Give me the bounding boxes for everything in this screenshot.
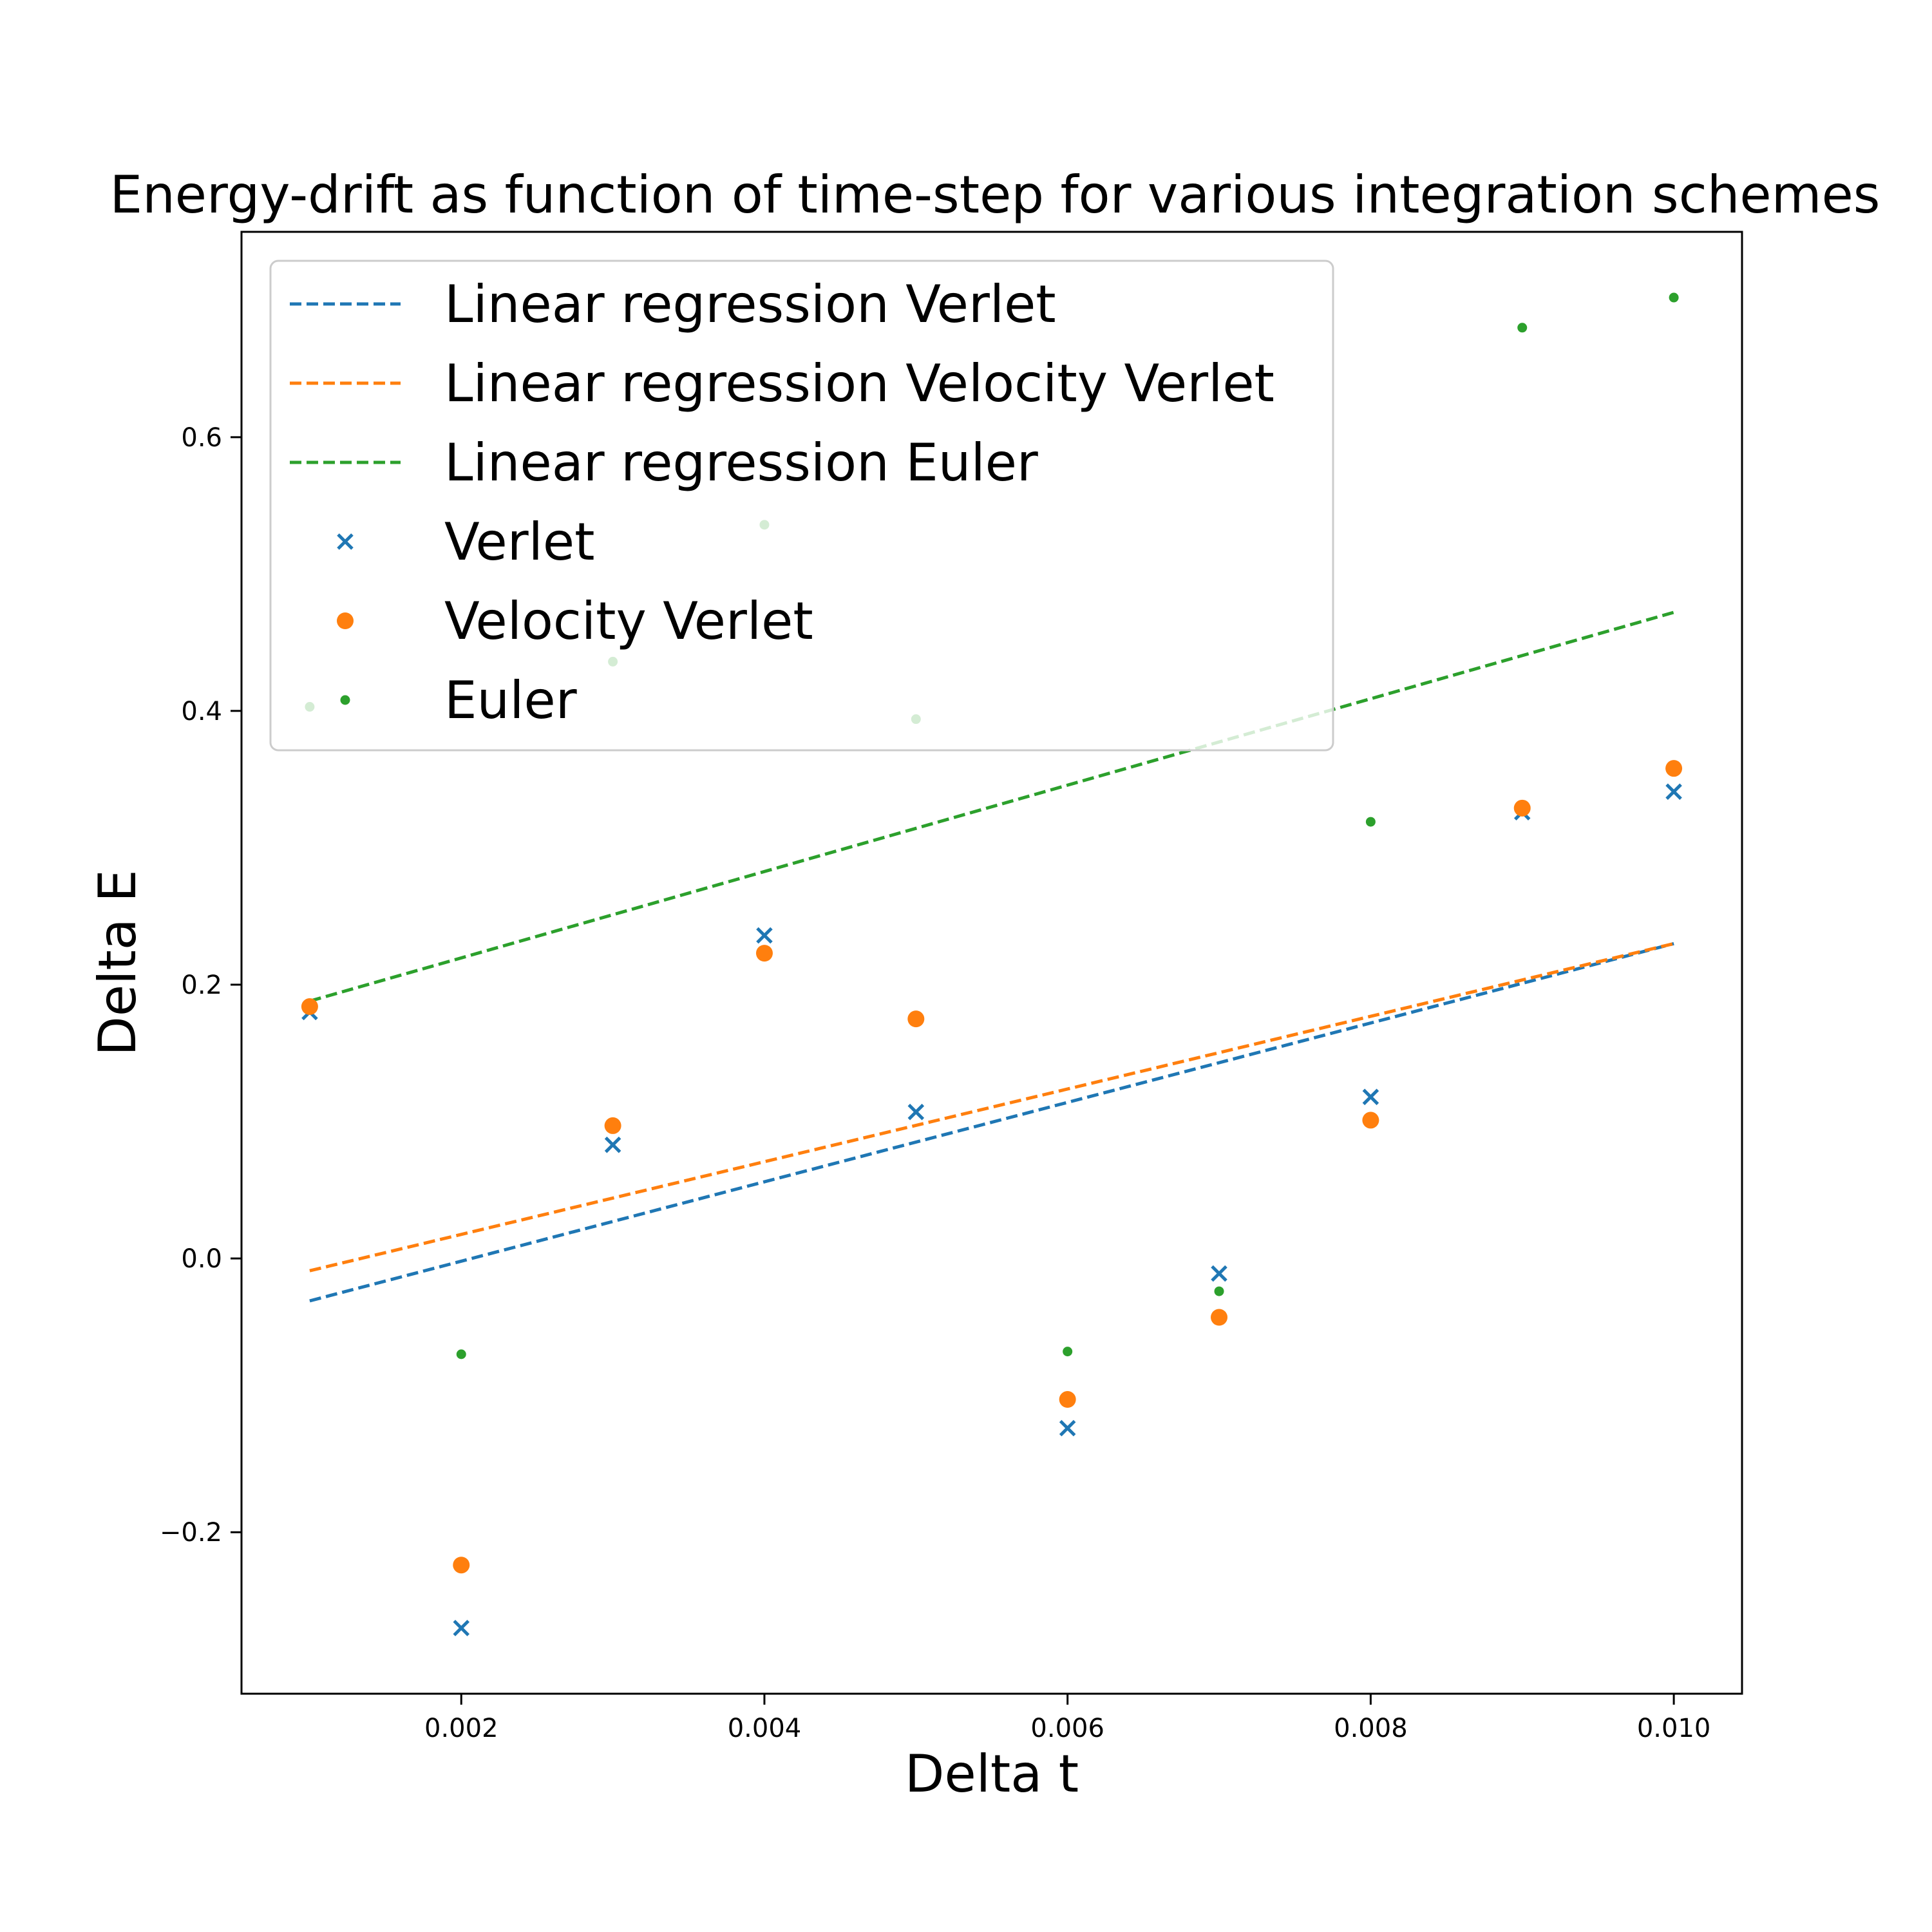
legend-swatch xyxy=(337,533,354,550)
legend: Linear regression Verlet Linear regressio… xyxy=(269,260,1334,752)
point-velocity-verlet-7 xyxy=(1211,1309,1228,1326)
point-verlet-3 xyxy=(604,1136,621,1153)
point-verlet-6-stroke-b xyxy=(1059,1419,1076,1437)
point-verlet-2-stroke-b xyxy=(453,1620,470,1636)
legend-item-euler: Euler xyxy=(340,670,577,730)
chart-title: Energy-drift as function of time-step fo… xyxy=(110,165,1880,225)
y-axis: −0.2 0.0 0.2 0.4 0.6 xyxy=(160,423,242,1548)
legend-swatch-stroke-b xyxy=(337,533,354,550)
point-verlet-6 xyxy=(1059,1419,1076,1437)
point-euler-9 xyxy=(1517,323,1528,333)
series-linear-regression-verlet xyxy=(309,942,1674,1303)
point-verlet-7 xyxy=(1211,1265,1227,1282)
legend-swatch xyxy=(337,612,354,629)
point-velocity-verlet-6 xyxy=(1059,1391,1076,1408)
legend-label: Linear regression Euler xyxy=(444,433,1038,493)
legend-item-verlet: Verlet xyxy=(337,512,594,572)
point-verlet-8-stroke-b xyxy=(1362,1088,1379,1106)
legend-label: Euler xyxy=(444,670,577,730)
legend-label: Velocity Verlet xyxy=(444,591,813,651)
x-tick-label: 0.004 xyxy=(728,1714,802,1743)
point-verlet-10 xyxy=(1665,783,1682,800)
axes-frame xyxy=(240,231,1743,1695)
point-verlet-7-stroke-b xyxy=(1211,1265,1227,1282)
point-verlet-10-stroke-b xyxy=(1665,783,1682,800)
legend-item-linear-regression-euler: Linear regression Euler xyxy=(290,433,1038,493)
y-tick-label: 0.4 xyxy=(181,697,222,726)
legend-swatch xyxy=(340,695,350,705)
point-euler-7 xyxy=(1214,1286,1224,1296)
y-tick-label: 0.0 xyxy=(181,1244,222,1274)
point-verlet-5-stroke-b xyxy=(907,1103,925,1121)
point-velocity-verlet-5 xyxy=(907,1010,925,1028)
x-tick-label: 0.008 xyxy=(1334,1714,1408,1743)
point-velocity-verlet-10 xyxy=(1665,760,1683,777)
legend-label: Verlet xyxy=(444,512,594,572)
regression-line-linear-regression-euler xyxy=(309,611,1674,1003)
x-tick-label: 0.002 xyxy=(424,1714,498,1743)
point-verlet-4-stroke-b xyxy=(756,927,773,944)
regression-line-linear-regression-verlet xyxy=(309,942,1674,1303)
legend-item-linear-regression-velocity-verlet: Linear regression Velocity Verlet xyxy=(290,354,1274,413)
x-axis: 0.002 0.004 0.006 0.008 0.010 xyxy=(424,1694,1710,1743)
point-verlet-4 xyxy=(756,927,773,944)
y-axis-label: Delta E xyxy=(88,869,147,1056)
point-velocity-verlet-1 xyxy=(301,998,318,1016)
point-verlet-3-stroke-b xyxy=(604,1136,621,1153)
point-euler-2 xyxy=(456,1349,466,1359)
point-euler-10 xyxy=(1669,292,1679,303)
point-velocity-verlet-2 xyxy=(453,1557,470,1574)
legend-label: Linear regression Velocity Verlet xyxy=(444,354,1274,413)
point-velocity-verlet-9 xyxy=(1513,799,1531,817)
legend-box xyxy=(269,260,1334,752)
legend-item-velocity-verlet: Velocity Verlet xyxy=(337,591,813,651)
legend-label: Linear regression Verlet xyxy=(444,274,1056,334)
point-euler-8 xyxy=(1365,817,1376,827)
y-tick-label: 0.2 xyxy=(181,971,222,1000)
point-euler-6 xyxy=(1063,1347,1073,1357)
y-tick-label: 0.6 xyxy=(181,423,222,453)
x-axis-label: Delta t xyxy=(905,1744,1079,1804)
point-verlet-8 xyxy=(1362,1088,1379,1106)
series-linear-regression-euler xyxy=(309,611,1674,1003)
point-verlet-5 xyxy=(907,1103,925,1121)
series-velocity-verlet xyxy=(301,760,1683,1574)
y-tick-label: −0.2 xyxy=(160,1518,222,1548)
point-verlet-2 xyxy=(453,1620,470,1636)
plot-area xyxy=(301,292,1683,1636)
point-velocity-verlet-3 xyxy=(604,1117,621,1134)
x-tick-label: 0.006 xyxy=(1030,1714,1104,1743)
legend-item-linear-regression-verlet: Linear regression Verlet xyxy=(290,274,1056,334)
point-velocity-verlet-8 xyxy=(1362,1112,1379,1129)
x-tick-label: 0.010 xyxy=(1637,1714,1711,1743)
point-velocity-verlet-4 xyxy=(755,945,773,962)
